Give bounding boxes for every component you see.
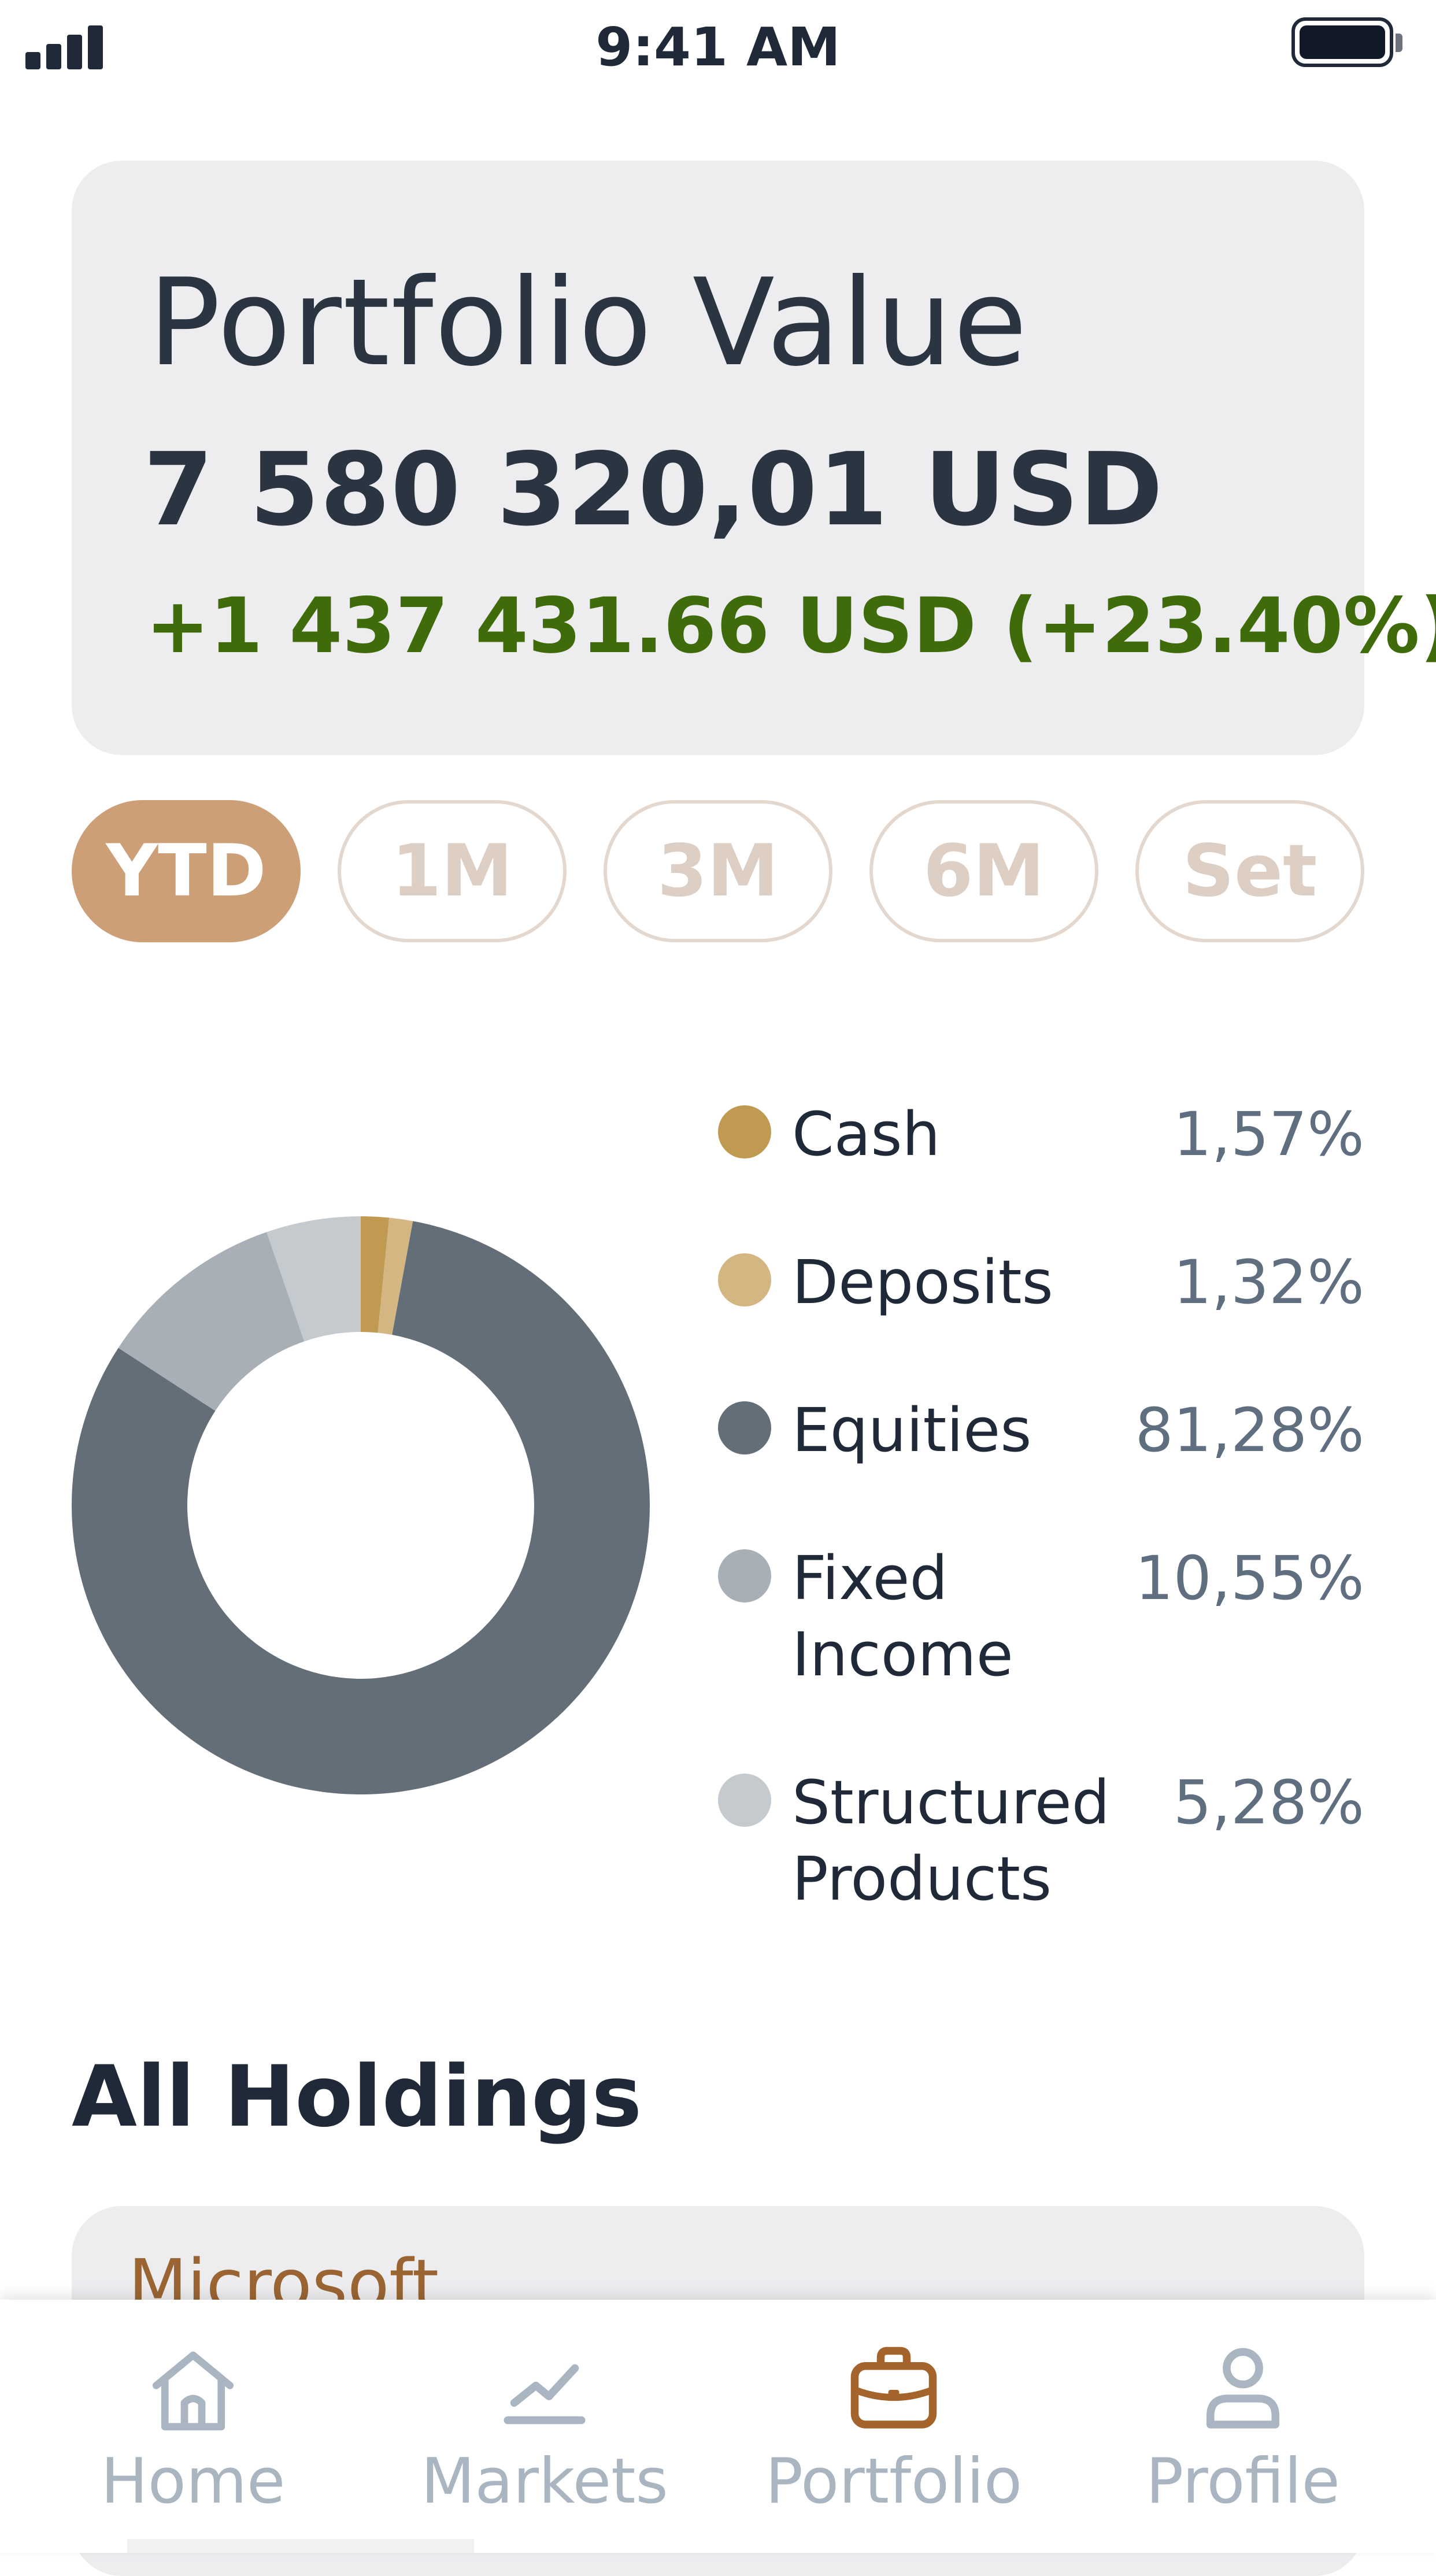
- portfolio-value-change: +1 437 431.66 USD (+23.40%): [146, 582, 1436, 671]
- portfolio-value-amount: 7 580 320,01 USD: [143, 431, 1164, 549]
- donut-slice-equities: [72, 1221, 650, 1794]
- tab-label-markets: Markets: [421, 2445, 668, 2518]
- portfolio-value-card: Portfolio Value 7 580 320,01 USD +1 437 …: [72, 161, 1436, 755]
- chart-line-icon: [504, 2364, 586, 2425]
- legend-percent-deposits: 1,32%: [1173, 1247, 1364, 1317]
- legend-percent-fixed-income: 10,55%: [1135, 1543, 1364, 1613]
- tab-bar: Home Markets Portfolio Profile: [0, 2300, 1436, 2553]
- tab-label-profile: Profile: [1146, 2445, 1340, 2518]
- tab-markets[interactable]: Markets: [365, 2300, 724, 2553]
- period-chip-set[interactable]: Set: [1135, 800, 1364, 942]
- tab-label-portfolio: Portfolio: [765, 2445, 1023, 2518]
- legend-dot-structured-products: [718, 1774, 771, 1827]
- legend-dot-deposits: [718, 1253, 771, 1306]
- briefcase-icon: [850, 2346, 937, 2429]
- tab-label-home: Home: [101, 2445, 286, 2518]
- home-icon: [152, 2351, 234, 2431]
- holdings-heading: All Holdings: [72, 2048, 642, 2146]
- cellular-signal-icon: [25, 21, 104, 69]
- period-chip-6m[interactable]: 6M: [869, 800, 1098, 942]
- donut-slice-deposits: [377, 1217, 413, 1335]
- tab-home[interactable]: Home: [14, 2300, 372, 2553]
- tab-portfolio[interactable]: Portfolio: [715, 2300, 1073, 2553]
- legend-dot-cash: [718, 1105, 771, 1159]
- legend-label-equities: Equities: [792, 1395, 1032, 1465]
- period-chip-1m[interactable]: 1M: [338, 800, 567, 942]
- allocation-donut-chart: [72, 1216, 650, 1794]
- tab-profile[interactable]: Profile: [1064, 2300, 1422, 2553]
- battery-full-icon: [1291, 17, 1407, 69]
- legend-percent-cash: 1,57%: [1173, 1099, 1364, 1169]
- legend-percent-equities: 81,28%: [1135, 1395, 1364, 1465]
- donut-slice-cash: [361, 1216, 390, 1333]
- legend-label-structured-products: Structured Products: [792, 1767, 1110, 1914]
- donut-slice-structured-products: [267, 1216, 361, 1342]
- status-time: 9:41 AM: [595, 16, 841, 78]
- period-chip-ytd[interactable]: YTD: [72, 800, 301, 942]
- status-bar: 9:41 AM: [0, 0, 1436, 92]
- donut-slice-fixed-income: [118, 1232, 305, 1411]
- legend-dot-equities: [718, 1401, 771, 1454]
- period-chip-3m[interactable]: 3M: [604, 800, 832, 942]
- legend-label-cash: Cash: [792, 1099, 941, 1169]
- legend-label-deposits: Deposits: [792, 1247, 1053, 1317]
- legend-label-fixed-income: Fixed Income: [792, 1543, 1013, 1690]
- scroll-content-peek: [127, 2539, 474, 2553]
- legend-dot-fixed-income: [718, 1549, 771, 1602]
- portfolio-value-title: Portfolio Value: [148, 253, 1028, 393]
- legend-percent-structured-products: 5,28%: [1173, 1767, 1364, 1838]
- user-icon: [1206, 2348, 1279, 2429]
